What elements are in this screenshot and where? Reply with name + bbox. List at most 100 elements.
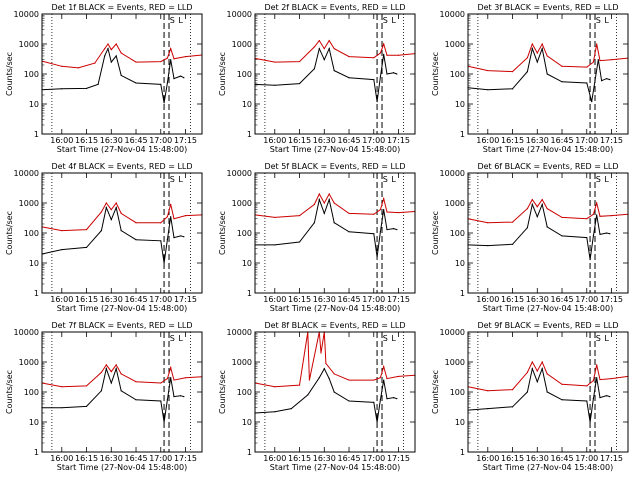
x-tick-label: 17:15: [600, 454, 623, 463]
data-point: [333, 222, 335, 224]
data-point: [541, 368, 543, 370]
data-point: [511, 406, 514, 408]
data-point: [107, 43, 109, 45]
data-point: [104, 48, 106, 50]
chart-panel-4: Det 4f BLACK = Events, RED = LLD Counts/s…: [5, 162, 203, 313]
x-tick-label: 16:00: [263, 295, 286, 304]
data-point: [376, 101, 378, 103]
x-tick-label: 16:00: [50, 295, 73, 304]
x-tick-label: 16:45: [124, 295, 147, 304]
x-axis-label: Start Time (27-Nov-04 15:48:00): [483, 304, 613, 313]
data-point: [183, 77, 185, 79]
data-point: [298, 82, 301, 85]
y-tick-label: 10000: [227, 10, 252, 19]
y-tick-label: 1000: [445, 40, 465, 49]
data-point: [318, 377, 320, 379]
x-tick-label: 16:45: [124, 136, 147, 145]
data-point: [333, 202, 335, 204]
data-point: [591, 101, 593, 103]
data-point: [526, 208, 528, 210]
data-point: [592, 61, 594, 63]
x-tick-label: 16:45: [337, 136, 360, 145]
data-point: [605, 395, 608, 397]
data-point: [589, 258, 591, 261]
data-point: [610, 59, 613, 61]
data-point: [386, 377, 388, 380]
data-point: [61, 230, 63, 232]
x-tick-label: 16:30: [313, 295, 336, 304]
data-point: [531, 361, 533, 363]
x-tick-label: 16:30: [313, 136, 336, 145]
data-point: [179, 235, 182, 237]
x-tick-label: 16:30: [313, 454, 336, 463]
data-point: [511, 88, 514, 90]
data-point: [61, 248, 63, 251]
data-point: [541, 203, 543, 205]
x-axis-label: Start Time (27-Nov-04 15:48:00): [57, 145, 187, 154]
data-point: [546, 226, 548, 228]
data-point: [386, 398, 388, 400]
data-point: [379, 399, 381, 401]
data-point: [592, 213, 594, 215]
data-point: [274, 244, 276, 246]
x-tick-label: 16:45: [337, 454, 360, 463]
data-point: [531, 198, 533, 201]
y-tick-label: 10: [455, 259, 465, 268]
chart-title: Det 1f BLACK = Events, RED = LLD: [51, 3, 192, 12]
marker-l: L: [178, 334, 183, 343]
data-point: [328, 198, 330, 201]
data-point: [104, 55, 106, 57]
x-tick-label: 16:45: [337, 295, 360, 304]
data-point: [386, 211, 388, 213]
chart-panel-5: Det 5f BLACK = Events, RED = LLD Counts/s…: [218, 162, 416, 313]
data-point: [487, 390, 489, 392]
x-tick-label: 17:15: [600, 136, 623, 145]
x-tick-label: 17:15: [600, 295, 623, 304]
y-tick-label: 10000: [14, 169, 39, 178]
data-point: [396, 73, 398, 75]
y-tick-label: 1000: [232, 40, 252, 49]
chart-title: Det 9f BLACK = Events, RED = LLD: [477, 321, 618, 330]
data-point: [298, 215, 301, 217]
chart-title: Det 5f BLACK = Events, RED = LLD: [264, 162, 405, 171]
x-tick-label: 17:00: [149, 454, 172, 463]
y-tick-label: 100: [450, 388, 465, 397]
data-point: [561, 399, 563, 401]
y-axis-label: Counts/sec: [5, 370, 14, 414]
y-tick-label: 1: [34, 289, 39, 298]
x-tick-label: 16:45: [550, 454, 573, 463]
data-point: [531, 368, 533, 370]
x-tick-label: 17:00: [575, 136, 598, 145]
y-tick-label: 10: [455, 418, 465, 427]
y-tick-label: 1000: [19, 40, 39, 49]
data-point: [179, 75, 182, 77]
data-point: [373, 233, 375, 235]
x-tick-label: 17:15: [174, 295, 197, 304]
data-point: [586, 385, 588, 387]
data-point: [274, 411, 276, 413]
data-point: [318, 48, 320, 50]
data-point: [586, 218, 588, 220]
marker-l: L: [178, 175, 183, 184]
data-point: [274, 61, 276, 63]
data-point: [313, 68, 315, 70]
data-point: [561, 81, 563, 83]
data-point: [536, 61, 538, 63]
chart-panel-1: Det 1f BLACK = Events, RED = LLD Counts/s…: [5, 3, 203, 154]
data-point: [373, 213, 375, 215]
x-axis-label: Start Time (27-Nov-04 15:48:00): [270, 304, 400, 313]
data-point: [325, 362, 327, 364]
x-tick-label: 16:15: [75, 295, 98, 304]
y-axis-label: Counts/sec: [5, 211, 14, 255]
data-point: [397, 211, 400, 214]
data-point: [589, 421, 591, 423]
data-point: [97, 83, 99, 86]
data-point: [274, 216, 276, 219]
series-red-line: [467, 360, 629, 392]
data-point: [274, 84, 276, 86]
series-red-line: [41, 363, 203, 388]
y-tick-label: 100: [237, 229, 252, 238]
data-point: [318, 39, 320, 42]
data-point: [328, 48, 330, 50]
data-point: [120, 52, 122, 54]
